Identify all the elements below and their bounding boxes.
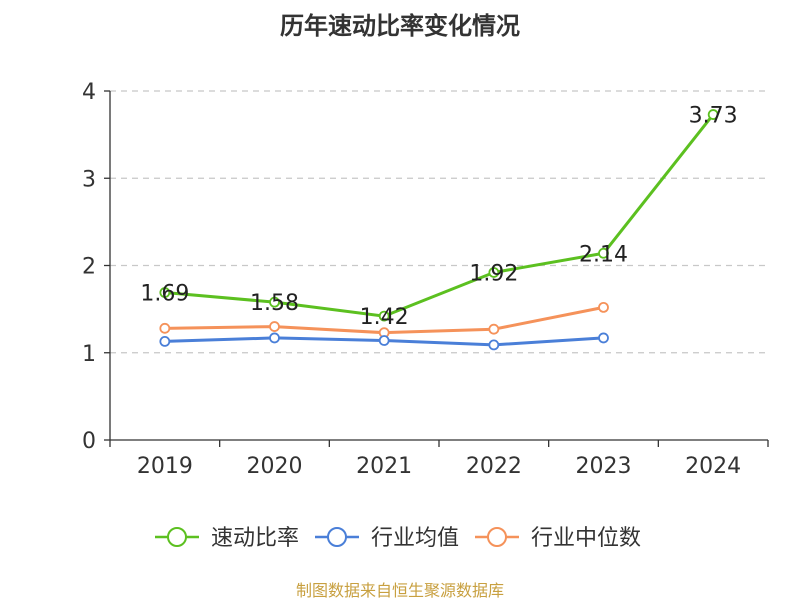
- legend: 速动比率 行业均值 行业中位数: [155, 526, 641, 551]
- data-point: [488, 267, 500, 278]
- data-point: [159, 336, 171, 347]
- data-label: 1.69: [140, 282, 189, 307]
- data-label: 3.73: [689, 104, 738, 129]
- data-label: 2.14: [579, 242, 628, 267]
- legend-item: 行业中位数: [475, 526, 641, 551]
- x-tick-label: 2022: [466, 454, 522, 479]
- x-tick-label: 2023: [576, 454, 632, 479]
- plot-area: [159, 109, 719, 351]
- data-point: [598, 247, 609, 259]
- x-tick-label: 2024: [685, 454, 741, 479]
- data-point: [488, 339, 500, 351]
- legend-label: 行业中位数: [531, 526, 641, 551]
- legend-swatch-marker: [487, 527, 507, 547]
- data-point: [159, 322, 171, 334]
- data-point: [159, 287, 171, 298]
- y-tick-label: 3: [82, 167, 96, 192]
- data-label: 1.42: [360, 305, 409, 330]
- legend-label: 行业均值: [371, 526, 459, 551]
- x-tick-label: 2021: [356, 454, 412, 479]
- axes: 0 1 2 3 4 2019 2020 2021 2022 2023 2024: [82, 80, 769, 479]
- x-tick-label: 2019: [137, 454, 193, 479]
- data-point: [378, 310, 390, 322]
- data-point: [378, 335, 390, 346]
- data-point: [707, 109, 719, 120]
- data-labels: 1.69 1.58 1.42 1.92 2.14 3.73: [140, 104, 737, 331]
- y-tick-label: 1: [82, 342, 96, 367]
- data-point: [598, 301, 609, 313]
- series-line: [164, 113, 715, 318]
- legend-swatch-marker: [327, 527, 347, 547]
- legend-swatch-marker: [167, 527, 187, 547]
- data-point: [269, 296, 280, 308]
- chart-title: 历年速动比率变化情况: [280, 12, 520, 40]
- data-point: [488, 323, 500, 335]
- legend-label: 速动比率: [211, 526, 299, 551]
- x-tick-label: 2020: [247, 454, 303, 479]
- data-point: [269, 321, 280, 332]
- source-note: 制图数据来自恒生聚源数据库: [296, 581, 504, 600]
- legend-item: 行业均值: [315, 526, 459, 551]
- y-tick-label: 4: [82, 80, 96, 105]
- y-tick-label: 2: [82, 255, 96, 280]
- data-point: [598, 332, 609, 344]
- legend-item: 速动比率: [155, 526, 299, 551]
- data-label: 1.92: [469, 261, 518, 286]
- data-point: [269, 332, 280, 344]
- data-label: 1.58: [250, 291, 299, 316]
- y-tick-label: 0: [82, 429, 96, 454]
- grid-lines: [110, 90, 768, 354]
